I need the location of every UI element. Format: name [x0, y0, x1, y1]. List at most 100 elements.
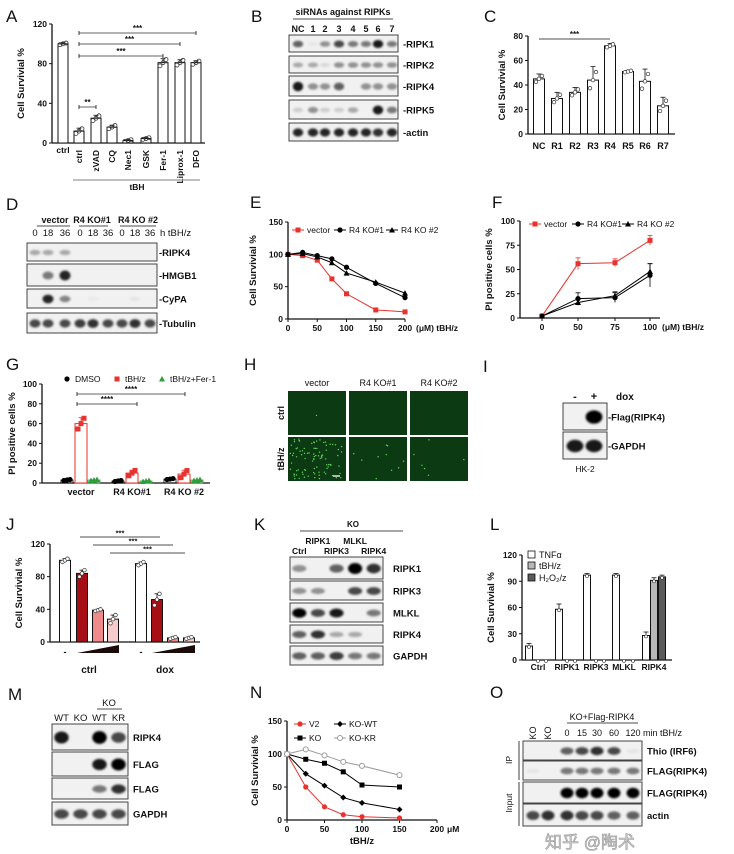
pi-positive-cell: [291, 454, 294, 457]
bar: [533, 78, 545, 135]
pi-positive-cell: [377, 456, 379, 458]
micrograph-background: [288, 437, 346, 481]
lane-label: Ctrl: [292, 546, 307, 556]
protein-band: [292, 587, 307, 595]
condition-label: dox: [616, 392, 634, 403]
legend-label: H₂O₂/z: [539, 573, 567, 583]
pi-positive-cell: [315, 440, 318, 442]
protein-band: [348, 652, 363, 660]
protein-band: [111, 784, 126, 794]
protein-band: [59, 319, 71, 328]
replicate-point: [527, 645, 531, 649]
data-point: [612, 260, 618, 266]
significance-label: ***: [116, 529, 125, 538]
protein-band: [29, 249, 41, 256]
section-label-ip: IP: [504, 756, 514, 764]
data-point: [612, 292, 618, 299]
legend-label: tBH/z: [125, 374, 146, 384]
lane-label: 0: [32, 228, 37, 239]
pi-positive-cell: [293, 439, 296, 441]
data-point: [647, 237, 653, 243]
pi-positive-cell: [315, 454, 317, 457]
lane-label: 7: [389, 24, 394, 34]
pi-positive-cell: [421, 464, 423, 467]
replicate-point: [67, 476, 73, 483]
data-point: [396, 806, 403, 813]
replicate-point: [660, 576, 664, 580]
protein-band: [54, 731, 69, 744]
micrograph-image: [288, 437, 346, 481]
blot-row-label: -RIPK5: [403, 106, 435, 117]
series-line: [286, 753, 400, 819]
protein-band: [292, 608, 307, 618]
x-tick-label: R6: [639, 141, 651, 151]
pi-positive-cell: [294, 477, 296, 480]
protein-band: [607, 811, 621, 820]
panel-label: B: [251, 7, 262, 26]
replicate-point: [57, 42, 63, 48]
protein-band: [310, 587, 325, 595]
replicate-point: [590, 77, 596, 83]
legend-label: KO: [309, 733, 322, 743]
protein-band: [347, 40, 359, 48]
y-tick-label: 0: [277, 815, 282, 825]
bar: [76, 572, 88, 643]
column-label: R4 KO#1: [359, 378, 396, 388]
blot-row-label: actin: [647, 811, 669, 822]
y-axis-label: Cell Survivial %: [250, 735, 261, 806]
replicate-point: [184, 468, 190, 474]
x-tick-label: Nec1: [123, 150, 133, 171]
pi-positive-cell: [337, 448, 340, 451]
protein-band: [292, 652, 307, 660]
protein-band: [116, 319, 128, 328]
replicate-point: [642, 79, 648, 84]
legend-marker: [114, 376, 120, 382]
replicate-point: [143, 136, 149, 141]
panel-label: D: [6, 195, 18, 214]
micrograph-image: [288, 391, 346, 435]
pi-positive-cell: [304, 457, 306, 460]
replicate-point: [173, 634, 178, 640]
y-tick-label: 60: [28, 419, 38, 429]
pi-positive-cell: [337, 454, 339, 457]
significance-label: ***: [133, 24, 143, 33]
legend-marker: [297, 721, 303, 727]
replicate-point: [196, 58, 202, 64]
pi-positive-cell: [331, 474, 334, 477]
replicate-point: [180, 57, 186, 63]
panel-label: C: [484, 7, 496, 26]
replicate-point: [639, 86, 645, 91]
legend-marker: [337, 735, 343, 741]
replicate-point: [140, 136, 146, 142]
pi-positive-cell: [463, 458, 465, 461]
x-tick-label: 50: [313, 323, 323, 333]
bar: [59, 559, 71, 643]
x-tick-label: ctrl: [74, 150, 84, 163]
protein-band: [42, 249, 54, 256]
significance-label: ***: [129, 537, 138, 546]
lane-label: -: [573, 391, 577, 403]
micrograph-image: [349, 391, 407, 435]
panel-label: A: [6, 7, 18, 26]
replicate-point: [565, 659, 569, 663]
protein-band: [111, 758, 126, 771]
replicate-point: [78, 421, 84, 427]
protein-band: [42, 319, 54, 328]
replicate-point: [157, 591, 162, 596]
protein-band: [626, 767, 640, 775]
lane-label: 5: [363, 24, 368, 34]
y-tick-label: 50: [273, 782, 283, 792]
x-tick-label: zVAD: [91, 150, 101, 172]
protein-band: [526, 768, 540, 774]
pi-positive-cell: [319, 457, 321, 460]
replicate-point: [585, 574, 589, 578]
y-tick-label: 120: [33, 19, 47, 29]
blot-row-label: FLAG: [133, 785, 159, 796]
bar: [658, 576, 666, 661]
dose-wedge: [152, 645, 195, 653]
replicate-point: [189, 634, 194, 640]
x-tick-label: 50: [320, 824, 330, 834]
data-point: [575, 261, 581, 267]
replicate-point: [572, 90, 578, 95]
protein-band: [386, 83, 398, 90]
